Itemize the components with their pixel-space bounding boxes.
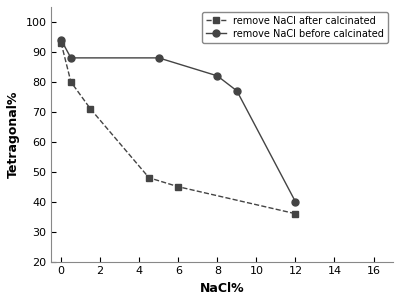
remove NaCl before calcinated xyxy=(156,56,161,60)
remove NaCl after calcinated xyxy=(176,185,181,188)
Line: remove NaCl after calcinated: remove NaCl after calcinated xyxy=(58,40,298,217)
X-axis label: NaCl%: NaCl% xyxy=(200,282,244,295)
Line: remove NaCl before calcinated: remove NaCl before calcinated xyxy=(58,37,299,205)
remove NaCl after calcinated xyxy=(293,212,298,216)
remove NaCl before calcinated xyxy=(59,38,64,42)
remove NaCl before calcinated xyxy=(215,74,220,78)
remove NaCl before calcinated xyxy=(234,89,239,93)
remove NaCl before calcinated xyxy=(293,200,298,204)
remove NaCl after calcinated xyxy=(88,107,93,111)
remove NaCl after calcinated xyxy=(59,41,64,45)
Legend: remove NaCl after calcinated, remove NaCl before calcinated: remove NaCl after calcinated, remove NaC… xyxy=(202,12,388,43)
remove NaCl after calcinated xyxy=(146,176,151,180)
remove NaCl after calcinated xyxy=(68,80,73,84)
Y-axis label: Tetragonal%: Tetragonal% xyxy=(7,91,20,178)
remove NaCl before calcinated xyxy=(68,56,73,60)
